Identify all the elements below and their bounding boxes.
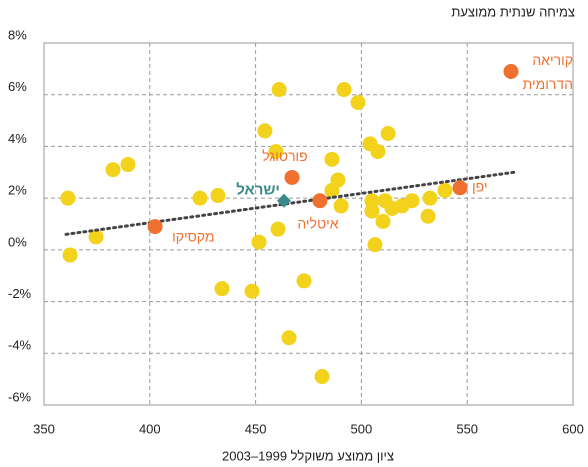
- point: [214, 281, 230, 297]
- point: [350, 94, 366, 110]
- point-label: קוריאה: [532, 52, 573, 68]
- y-tick-label: -2%: [8, 286, 32, 301]
- point: [210, 188, 226, 204]
- x-tick-label: 600: [562, 421, 584, 436]
- x-tick-label: 350: [33, 421, 55, 436]
- point: [120, 157, 136, 173]
- point-label: הדרומית: [523, 76, 573, 92]
- point: [271, 82, 287, 98]
- highlight-point: [147, 219, 163, 235]
- point-label: מקסיקו: [172, 228, 214, 244]
- x-tick-label: 400: [139, 421, 161, 436]
- x-tick-label: 450: [245, 421, 267, 436]
- point: [192, 190, 208, 206]
- y-tick-label: 6%: [8, 79, 27, 94]
- point: [324, 151, 340, 167]
- chart-title: צמיחה שנתית ממוצעת: [451, 4, 575, 19]
- point: [257, 123, 273, 139]
- x-tick-label: 550: [456, 421, 478, 436]
- point: [370, 144, 386, 160]
- trend-line: [64, 170, 516, 236]
- point: [420, 208, 436, 224]
- highlight-point: [503, 63, 519, 79]
- highlight-point: [284, 169, 300, 185]
- point: [375, 213, 391, 229]
- point: [333, 198, 349, 214]
- point: [105, 162, 121, 178]
- highlight-point: [312, 193, 328, 209]
- point: [422, 190, 438, 206]
- point-label: יפן: [472, 179, 488, 195]
- point: [437, 182, 453, 198]
- y-tick-label: 2%: [8, 183, 27, 198]
- point: [244, 283, 260, 299]
- point: [60, 190, 76, 206]
- x-tick-label: 500: [351, 421, 373, 436]
- point: [380, 126, 396, 141]
- point: [367, 237, 383, 253]
- point: [296, 273, 312, 289]
- point: [62, 247, 78, 263]
- x-axis-label: ציון ממוצע משוקלל 1999–2003: [222, 448, 394, 463]
- point: [281, 330, 297, 346]
- point: [268, 144, 284, 160]
- point: [88, 229, 104, 245]
- point: [251, 234, 267, 250]
- y-tick-label: 8%: [8, 27, 27, 42]
- y-tick-label: -4%: [8, 338, 32, 353]
- point: [336, 82, 352, 98]
- plot-frame: [43, 42, 574, 406]
- point-label: איטליה: [297, 215, 338, 231]
- y-tick-label: 4%: [8, 131, 27, 146]
- point: [404, 193, 420, 209]
- israel-label: ישראל: [236, 182, 280, 199]
- point: [330, 172, 346, 188]
- point: [270, 221, 286, 237]
- point: [314, 369, 330, 385]
- point: [364, 193, 380, 209]
- y-tick-label: 0%: [8, 234, 27, 249]
- point-label: פורטוגל: [262, 148, 308, 164]
- y-tick-label: -6%: [8, 389, 32, 404]
- point: [364, 203, 380, 219]
- highlight-point: [452, 180, 468, 196]
- israel-point: [276, 193, 291, 208]
